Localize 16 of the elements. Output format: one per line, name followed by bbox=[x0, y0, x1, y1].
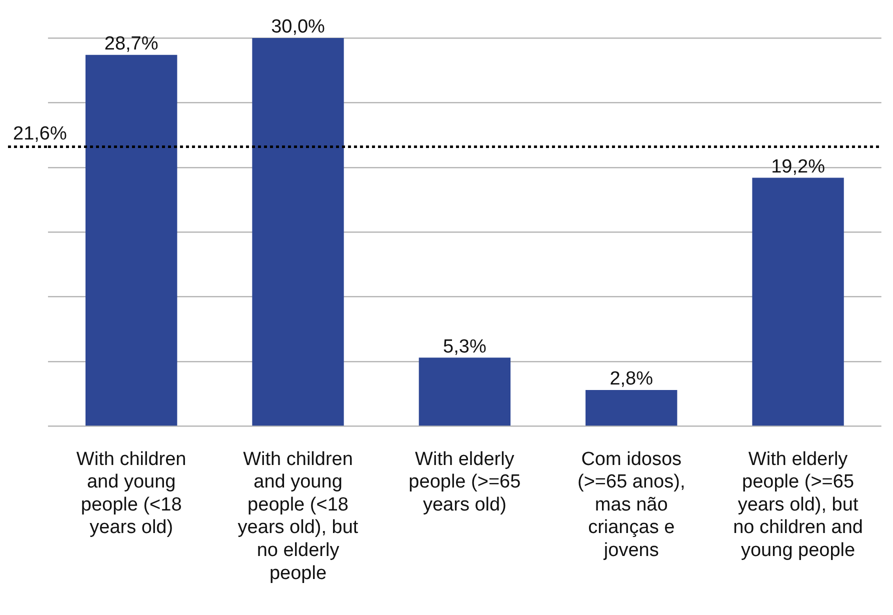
bar bbox=[86, 54, 178, 426]
data-label: 5,3% bbox=[443, 336, 486, 358]
bar bbox=[752, 178, 844, 426]
bar bbox=[586, 390, 678, 426]
x-tick-label: Com idosos (>=65 anos), mas não crianças e jovens bbox=[577, 448, 686, 562]
data-label: 19,2% bbox=[771, 156, 826, 178]
ref-line-label: 21,6% bbox=[13, 123, 67, 144]
x-tick-label: With elderly people (>=65 years old), but no children and young people bbox=[733, 448, 864, 562]
x-tick-label: With children and young people (<18 years old), but no elderly people bbox=[238, 448, 359, 584]
data-label: 28,7% bbox=[104, 34, 158, 55]
x-tick-label: With children and young people (<18 years old) bbox=[76, 448, 186, 538]
bar bbox=[252, 38, 344, 426]
bar bbox=[418, 358, 511, 426]
x-tick-label: With elderly people (>=65 years old) bbox=[408, 448, 521, 516]
data-label: 30,0% bbox=[271, 16, 326, 38]
data-label: 2,8% bbox=[610, 368, 654, 390]
